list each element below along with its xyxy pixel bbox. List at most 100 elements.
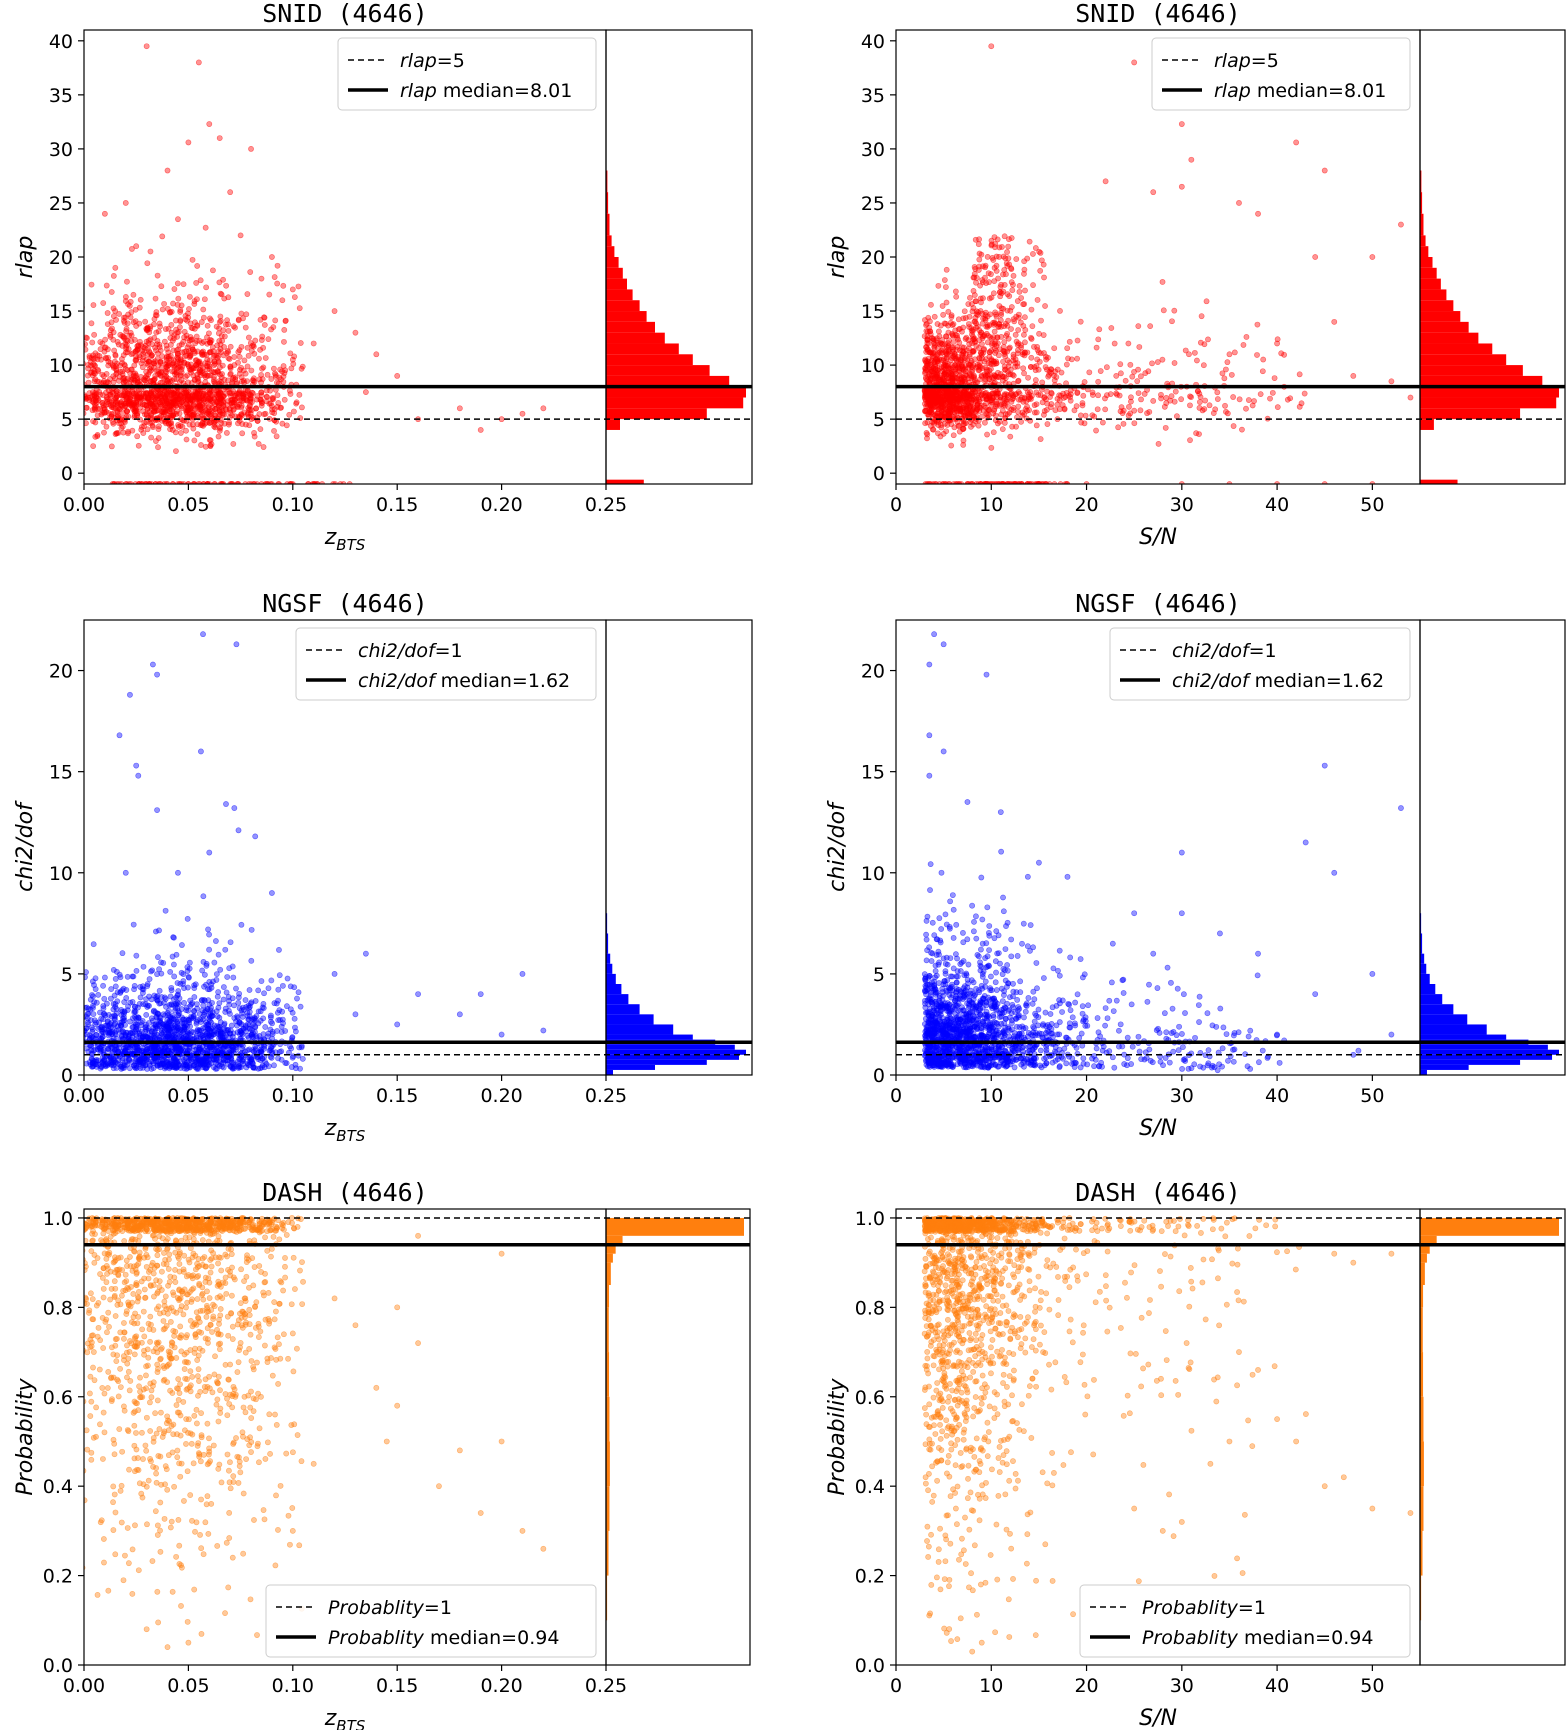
scatter-point [1033,409,1040,416]
scatter-point [1161,403,1168,410]
scatter-point [244,291,251,297]
scatter-point [194,431,201,438]
scatter-point [975,422,982,429]
scatter-point [201,983,207,990]
scatter-point [293,399,300,406]
scatter-point [1186,351,1192,358]
scatter-point [956,422,963,429]
scatter-point [1131,420,1138,427]
scatter-point [215,330,222,337]
scatter-point [1205,336,1211,343]
scatter-point [1135,390,1142,396]
scatter-point [213,971,220,977]
scatter-point [992,309,999,316]
scatter-point [973,308,980,315]
scatter-point [976,256,983,263]
scatter-point [228,1022,235,1029]
scatter-point [233,401,240,408]
scatter-point [183,427,189,434]
scatter-point [1032,245,1039,251]
histogram-bar [606,332,665,344]
scatter-point [1010,351,1017,358]
scatter-point [227,939,234,946]
scatter-point [185,310,191,317]
scatter-point [231,1015,238,1021]
scatter-point [1041,274,1047,281]
scatter-point [1103,364,1110,371]
scatter-point [1065,355,1071,362]
scatter-point [218,291,225,298]
scatter-point [231,393,238,399]
scatter-point [1002,415,1009,422]
scatter-point [202,374,209,381]
scatter-point [250,343,257,350]
scatter-point [167,309,173,315]
scatter-point [1150,189,1157,196]
scatter-point [1162,424,1169,431]
scatter-point [298,1044,305,1051]
scatter-point [1007,366,1014,373]
scatter-point [929,357,935,364]
histogram-bar [606,343,679,355]
scatter-point [159,306,166,313]
scatter-point [1125,412,1132,419]
scatter-point [297,340,304,346]
scatter-point [101,348,108,355]
scatter-point [931,313,938,320]
y-tick-label: 10 [49,355,73,377]
scatter-point [74,1060,79,1065]
scatter-point [999,407,1006,414]
scatter-points [921,43,1414,484]
scatter-point [180,338,187,345]
scatter-point [186,366,193,373]
scatter-point [1284,396,1291,403]
scatter-point [144,406,151,413]
histogram-bar [606,311,647,322]
panel-title: SNID (4646) [1075,0,1241,28]
scatter-point [218,404,225,411]
scatter-point [145,351,152,357]
scatter-point [1034,344,1041,350]
scatter-point [1015,378,1021,385]
scatter-point [271,428,277,434]
scatter-point [217,313,224,320]
scatter-point [986,407,992,414]
scatter-point [276,947,282,953]
scatter-point [91,362,98,368]
scatter-points [84,43,547,484]
scatter-point [177,317,184,324]
scatter-point [154,355,161,362]
scatter-point [1236,396,1243,403]
scatter-point [983,400,989,407]
scatter-point [152,396,159,403]
scatter-point [187,352,194,358]
scatter-point [960,395,967,401]
scatter-point [126,398,133,405]
scatter-point [85,394,92,401]
y-tick-label: 25 [861,193,885,215]
scatter-point [198,442,204,448]
scatter-point [156,987,163,994]
scatter-point [150,424,156,431]
scatter-point [970,347,977,354]
x-tick-label: 20 [1074,494,1098,516]
scatter-point [1172,388,1179,395]
histogram-bar [1420,408,1521,420]
scatter-point [972,298,979,305]
scatter-point [1158,395,1164,402]
scatter-point [1001,267,1008,273]
scatter-point [85,379,92,386]
scatter-point [121,361,128,368]
scatter-point [100,1005,107,1012]
x-tick-label: 30 [1170,494,1194,516]
scatter-point [1036,330,1042,337]
scatter-point [97,391,104,398]
scatter-point [153,329,160,336]
histogram-bar [606,408,707,420]
scatter-point [226,419,233,426]
scatter-point [1014,363,1021,370]
scatter-point [211,394,218,400]
scatter-point [1116,392,1123,399]
scatter-point [95,406,101,413]
scatter-point [168,412,174,419]
